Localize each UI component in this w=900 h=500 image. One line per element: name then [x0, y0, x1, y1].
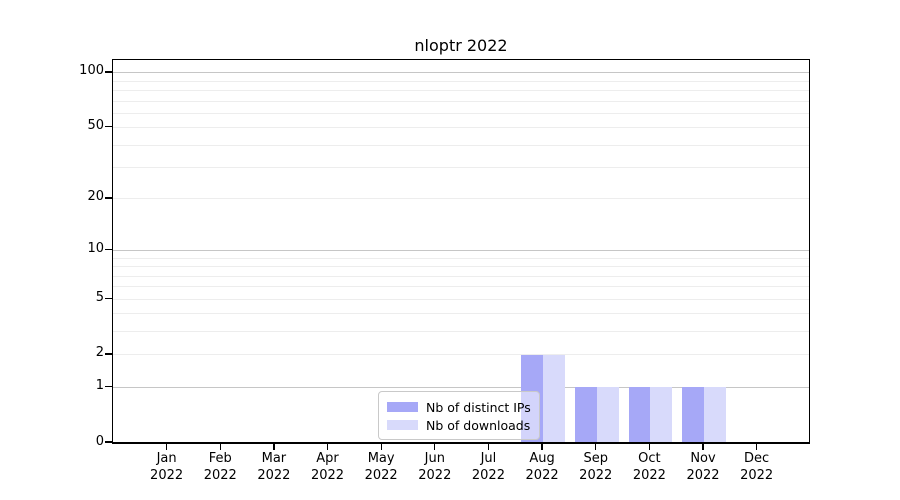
legend: Nb of distinct IPs Nb of downloads [378, 391, 540, 440]
legend-swatch-downloads-icon [387, 420, 418, 430]
x-tick-label: Apr 2022 [310, 451, 345, 483]
gridline-minor [113, 266, 809, 268]
x-tick [165, 444, 168, 450]
x-tick [434, 444, 436, 450]
y-tick-label: 1 [95, 377, 104, 393]
x-tick [273, 444, 275, 450]
gridline-minor [113, 112, 809, 114]
bar [628, 387, 651, 442]
x-tick [648, 444, 650, 450]
bar [650, 387, 673, 442]
y-tick-label: 2 [95, 345, 104, 361]
bar [682, 387, 704, 442]
chart-title: nloptr 2022 [414, 36, 508, 55]
y-tick [105, 297, 112, 299]
y-tick-label: 10 [87, 241, 104, 257]
gridline-minor [113, 167, 809, 169]
legend-label-distinct-ips: Nb of distinct IPs [426, 399, 531, 415]
y-tick [105, 71, 112, 73]
x-tick-label: Feb 2022 [203, 451, 237, 483]
x-tick-label: Nov 2022 [686, 451, 720, 483]
y-tick [105, 385, 112, 388]
gridline-minor [113, 286, 809, 288]
x-tick-label: Mar 2022 [257, 451, 291, 483]
x-tick-label: May 2022 [364, 451, 398, 483]
y-tick [105, 441, 112, 443]
legend-swatch-distinct-ips-icon [387, 402, 418, 412]
gridline-minor [113, 313, 809, 315]
x-tick [326, 444, 329, 450]
gridline-minor [113, 127, 809, 129]
y-tick [105, 249, 112, 251]
y-tick [105, 353, 112, 355]
x-tick-label: Jul 2022 [471, 451, 505, 483]
gridline-minor [113, 275, 809, 277]
bar [543, 354, 565, 442]
x-tick [219, 444, 221, 450]
x-tick [595, 444, 597, 450]
plot-area [112, 59, 810, 444]
legend-item-downloads: Nb of downloads [387, 416, 539, 434]
gridline-minor [113, 144, 809, 146]
legend-label-downloads: Nb of downloads [426, 417, 531, 433]
gridline-minor [113, 90, 809, 92]
x-tick-label: Oct 2022 [632, 451, 666, 483]
x-tick-label: Aug 2022 [525, 451, 559, 483]
x-tick-label: Jun 2022 [418, 451, 452, 483]
bar [574, 387, 597, 442]
x-tick-label: Sep 2022 [579, 451, 613, 483]
gridline-major [113, 386, 809, 388]
y-tick [105, 126, 112, 128]
x-tick [380, 444, 382, 450]
gridline-major [113, 72, 809, 74]
gridline-minor [113, 198, 809, 200]
y-tick [105, 197, 112, 199]
bar [704, 387, 726, 442]
y-tick-label: 0 [95, 433, 104, 449]
x-tick-label: Jan 2022 [150, 451, 184, 483]
x-tick [755, 444, 758, 450]
x-tick-label: Dec 2022 [740, 451, 774, 483]
gridline-minor [113, 298, 809, 300]
x-tick [541, 444, 543, 450]
legend-item-distinct-ips: Nb of distinct IPs [387, 398, 539, 416]
gridline-minor [113, 354, 809, 356]
gridline-minor [113, 331, 809, 333]
gridline-minor [113, 257, 809, 259]
bar [596, 387, 619, 442]
gridline-major [113, 250, 809, 252]
x-tick [487, 444, 490, 450]
x-tick [702, 444, 704, 450]
y-tick-label: 5 [95, 289, 104, 305]
y-tick-label: 100 [79, 63, 104, 79]
gridline-minor [113, 100, 809, 102]
y-tick-label: 20 [87, 189, 104, 205]
y-tick-label: 50 [87, 118, 104, 134]
gridline-minor [113, 80, 809, 82]
